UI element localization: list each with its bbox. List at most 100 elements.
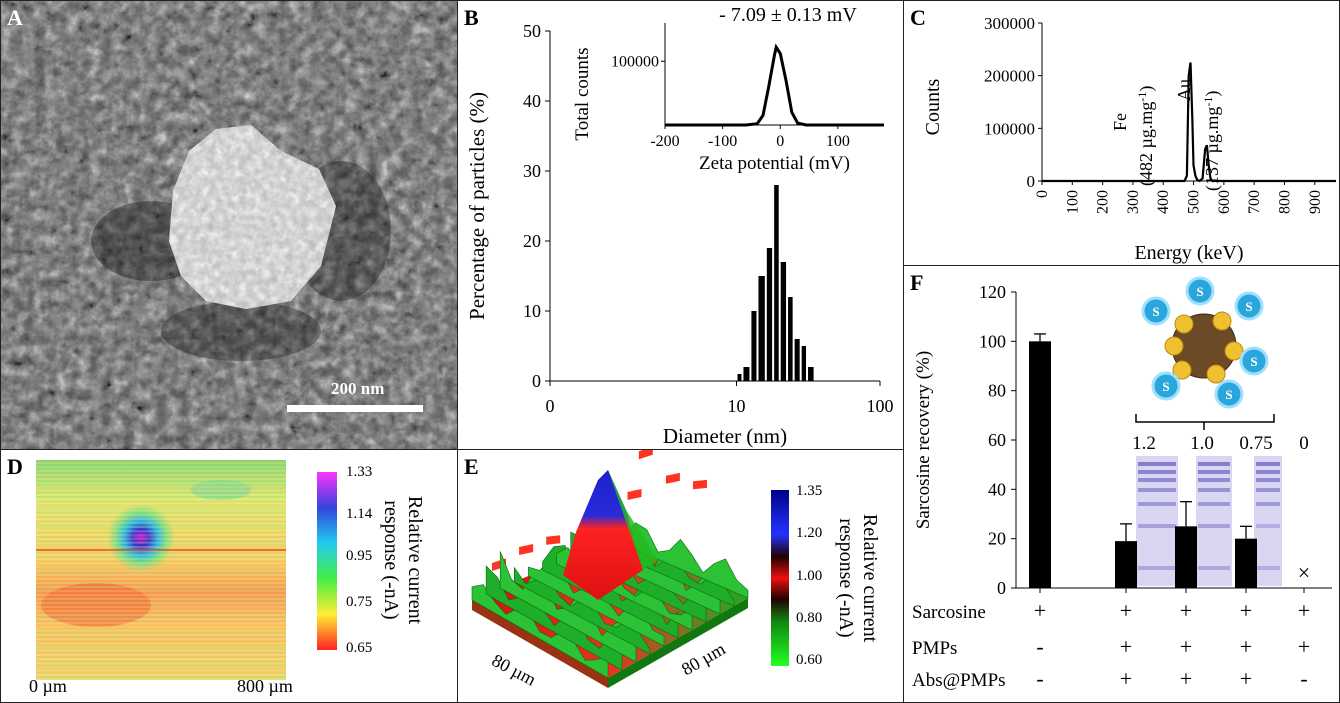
- f-row-sign: +: [1180, 598, 1192, 623]
- c-annotation-fe-value: (482 µg.mg-1): [1135, 86, 1157, 186]
- b-bar: [774, 185, 779, 381]
- f-row-sign: +: [1180, 634, 1192, 659]
- scale-bar: [287, 405, 423, 412]
- f-row-sign: +: [1240, 634, 1252, 659]
- gel-concentration-label: 1.0: [1190, 433, 1214, 454]
- f-row-sign: +: [1120, 598, 1132, 623]
- gel-band: [1256, 566, 1280, 570]
- chart-f: 0 20 40 60 80 100 120 Sarcosine recovery (%) 1.2…: [912, 276, 1332, 691]
- panel-letter-b: B: [464, 5, 479, 30]
- f-row-sign: -: [1036, 634, 1043, 659]
- surface-e-red-patch: [693, 479, 707, 490]
- c-x-tick-label: 500: [1186, 190, 1203, 214]
- c-x-tick-label: 700: [1246, 190, 1263, 214]
- b-inset-x-tick-label: -200: [650, 133, 679, 150]
- colorbar-d-tick-3: 0.95: [346, 548, 373, 564]
- f-row-sign: +: [1120, 666, 1132, 691]
- gel-band: [1138, 502, 1176, 506]
- gold-nanoparticle: [1172, 360, 1192, 380]
- f-bar: [1029, 341, 1051, 588]
- f-row-sign: +: [1240, 598, 1252, 623]
- panel-c-edx-spectrum: C 0 100000 200000 300000 0 100 200 300 400 500 600…: [903, 0, 1340, 266]
- panel-letter-e: E: [464, 454, 479, 479]
- panel-e-3d-surface: E: [457, 449, 904, 703]
- surface-e-ridge: [612, 522, 749, 599]
- f-y-tick-label: 80: [988, 381, 1006, 401]
- f-y-tick-label: 120: [979, 282, 1006, 302]
- gel-band: [1198, 462, 1230, 466]
- gel-band: [1198, 470, 1230, 474]
- c-x-tick-label: 0: [1034, 190, 1051, 198]
- colorbar-d-tick-4: 0.75: [346, 594, 373, 610]
- gel-concentration-label: 0: [1299, 433, 1309, 454]
- sarcosine-sphere: [1151, 371, 1181, 401]
- gel-band: [1198, 488, 1230, 492]
- gel-strip: [1196, 456, 1232, 586]
- gold-nanoparticle: [1164, 336, 1184, 356]
- b-y-tick-label: 20: [523, 231, 541, 251]
- gel-band: [1256, 502, 1280, 506]
- f-row-label: Abs@PMPs: [912, 670, 1006, 691]
- c-annotation-au-sup: -1: [1201, 97, 1215, 107]
- colorbar-e-tick-1: 1.35: [796, 483, 823, 499]
- c-spectrum: [1042, 62, 1336, 183]
- chart-c: 0 100000 200000 300000 0 100 200 300 400 500 600 70…: [922, 14, 1336, 264]
- f-bar: [1235, 538, 1257, 588]
- b-inset-x-tick-label: -100: [708, 133, 737, 150]
- panel-f-sarcosine-recovery: F 0 20 40 60 80 100 120 Sarcosine recovery (%) 1…: [903, 265, 1340, 703]
- colorbar-e-tick-2: 1.20: [796, 525, 823, 541]
- b-inset-curve: [665, 43, 884, 127]
- map-d: [36, 460, 337, 680]
- gold-nanoparticle: [1206, 364, 1226, 384]
- gel-band: [1138, 462, 1176, 466]
- panel-letter-a: A: [7, 5, 23, 30]
- c-annotation-fe: Fe: [1110, 113, 1130, 131]
- colorbar-d-tick-5: 0.65: [346, 640, 373, 656]
- panel-d-current-map: D: [0, 449, 458, 703]
- c-x-tick-label: 300: [1125, 190, 1142, 214]
- colorbar-d-tick-2: 1.14: [346, 506, 373, 522]
- b-x-axis-label: Diameter (nm): [663, 424, 787, 448]
- b-y-tick-label: 0: [532, 371, 541, 391]
- gold-nanoparticle: [1212, 311, 1232, 331]
- scale-bar-label: 200 nm: [331, 379, 385, 398]
- gel-band: [1198, 478, 1230, 482]
- f-bar: [1115, 541, 1137, 588]
- b-bar: [766, 248, 773, 381]
- f-row-sign: +: [1180, 666, 1192, 691]
- sarcosine-sphere: [1185, 276, 1215, 306]
- gel-band: [1138, 524, 1176, 528]
- b-x-tick-label: 10: [728, 396, 746, 416]
- colorbar-e-tick-4: 0.80: [796, 610, 823, 626]
- f-row-sign: +: [1240, 666, 1252, 691]
- f-y-tick-label: 0: [997, 578, 1006, 598]
- surface-e: [471, 450, 789, 688]
- b-inset-annotation: - 7.09 ± 0.13 mV: [719, 4, 857, 26]
- gel-band: [1138, 488, 1176, 492]
- f-y-tick-label: 20: [988, 529, 1006, 549]
- b-inset-y-tick-label: 100000: [611, 53, 659, 70]
- surface-e-red-patch: [627, 488, 642, 500]
- f-row-label: PMPs: [912, 638, 957, 659]
- c-y-tick-label: 100000: [984, 119, 1035, 138]
- c-annotation-au-close: ): [1202, 91, 1223, 97]
- f-row-sign: +: [1034, 598, 1046, 623]
- map-d-x-end-label: 800 µm: [237, 676, 293, 696]
- b-bar: [751, 311, 757, 381]
- gel-band: [1256, 524, 1280, 528]
- gel-band: [1138, 470, 1176, 474]
- bracket: [1135, 414, 1275, 430]
- b-y-tick-label: 30: [523, 161, 541, 181]
- gel-strip: [1136, 456, 1178, 586]
- b-bar: [743, 367, 750, 381]
- gel-band: [1256, 470, 1280, 474]
- c-annotation-au-value: (137 µg.mg-1): [1201, 91, 1223, 191]
- gel-band: [1138, 478, 1176, 482]
- colorbar-d: [317, 472, 337, 650]
- gel-concentration-label: 1.2: [1132, 433, 1156, 454]
- panel-b-size-distribution: B 0 10 20 30 40 50 0 10 100 Diameter (nm) Percenta…: [457, 0, 904, 450]
- gold-nanoparticle: [1174, 314, 1194, 334]
- f-missing-marker: ×: [1298, 560, 1310, 585]
- gel-concentration-label: 0.75: [1239, 433, 1272, 454]
